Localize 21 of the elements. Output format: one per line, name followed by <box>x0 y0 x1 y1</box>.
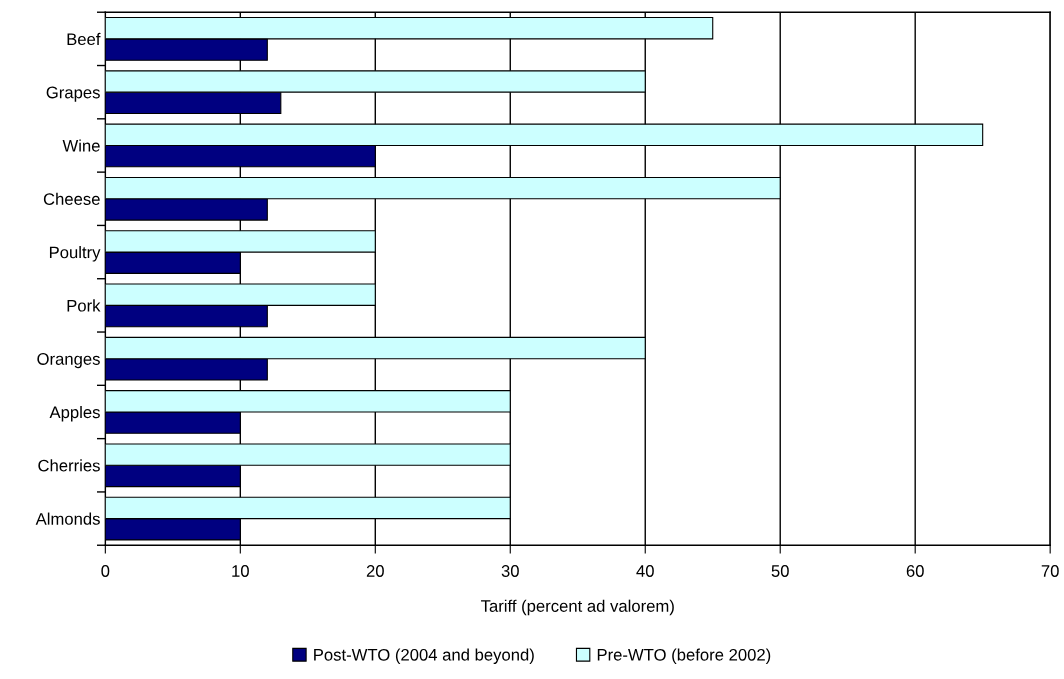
x-tick-label: 0 <box>101 565 110 577</box>
x-tick-label: 30 <box>501 565 519 577</box>
y-tick-label: Apples <box>49 405 100 422</box>
y-tick-label: Almonds <box>35 512 100 525</box>
y-tick-label: Poultry <box>49 246 101 262</box>
legend-label: Pre-WTO (before 2002) <box>597 648 771 664</box>
y-tick-label: Pork <box>67 299 101 312</box>
x-tick-label: 60 <box>906 565 924 577</box>
y-tick-label: Cheese <box>43 192 100 205</box>
x-axis-title: Tariff (percent ad valorem) <box>481 599 674 616</box>
y-tick-label: Cherries <box>38 459 100 472</box>
y-tick-label: Grapes <box>46 86 100 102</box>
x-tick-label: 50 <box>771 565 789 577</box>
x-tick-label: 20 <box>366 565 384 577</box>
x-tick-label: 10 <box>232 565 249 577</box>
legend-label: Post-WTO (2004 and beyond) <box>314 648 534 664</box>
x-tick-label: 70 <box>1041 565 1059 577</box>
y-tick-label: Beef <box>67 32 101 46</box>
y-tick-label: Wine <box>62 139 100 152</box>
y-tick-label: Oranges <box>37 353 100 369</box>
x-tick-label: 40 <box>636 565 654 577</box>
